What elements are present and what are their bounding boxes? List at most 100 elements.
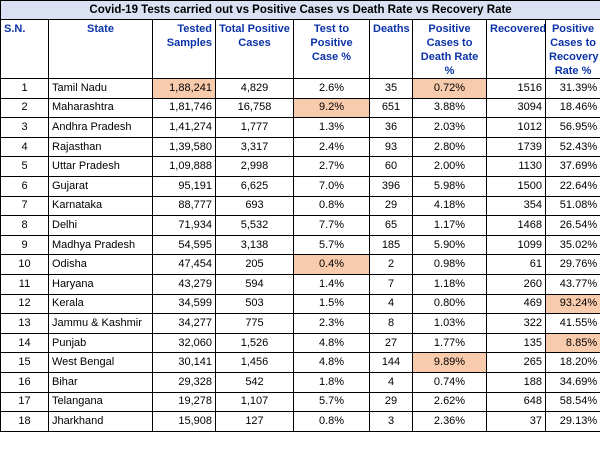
cell-deaths: 60 xyxy=(369,156,413,177)
cell-deaths: 27 xyxy=(369,332,413,354)
cell-positive: 5,532 xyxy=(215,215,294,236)
cell-state: Madhya Pradesh xyxy=(48,234,153,256)
cell-state: Andhra Pradesh xyxy=(48,117,153,138)
cell-sn: 7 xyxy=(0,195,49,217)
cell-death-rate: 4.18% xyxy=(412,195,487,217)
cell-tested: 1,39,580 xyxy=(152,136,216,158)
cell-state: Tamil Nadu xyxy=(48,78,153,99)
cell-test-to-positive: 4.8% xyxy=(293,352,370,373)
cell-recovered: 1500 xyxy=(486,175,546,197)
cell-positive: 1,777 xyxy=(215,117,294,138)
cell-recovered: 1739 xyxy=(486,136,546,158)
cell-death-rate: 2.80% xyxy=(412,136,487,158)
cell-recovered: 1099 xyxy=(486,234,546,256)
cell-test-to-positive: 2.3% xyxy=(293,313,370,334)
cell-recovered: 322 xyxy=(486,313,546,334)
cell-recovery-rate: 8.85% xyxy=(544,332,600,354)
header-death-rate: Positive Cases to Death Rate % xyxy=(412,19,487,79)
cell-recovered: 37 xyxy=(486,411,546,432)
cell-state: Odisha xyxy=(48,254,153,275)
cell-recovery-rate: 41.55% xyxy=(544,313,600,334)
cell-tested: 47,454 xyxy=(152,254,216,275)
cell-state: Bihar xyxy=(48,371,153,393)
cell-recovery-rate: 18.46% xyxy=(544,97,600,119)
cell-recovered: 1130 xyxy=(486,156,546,177)
cell-test-to-positive: 0.8% xyxy=(293,195,370,217)
cell-recovery-rate: 29.76% xyxy=(544,254,600,275)
cell-recovery-rate: 58.54% xyxy=(544,391,600,413)
cell-death-rate: 0.80% xyxy=(412,293,487,315)
cell-deaths: 396 xyxy=(369,175,413,197)
cell-sn: 17 xyxy=(0,391,49,413)
header-recovered: Recovered xyxy=(486,19,546,79)
cell-death-rate: 3.88% xyxy=(412,97,487,119)
table-row: 13 Jammu & Kashmir 34,277 775 2.3% 8 1.03% 322 4… xyxy=(0,313,600,334)
cell-test-to-positive: 5.7% xyxy=(293,391,370,413)
cell-state: Uttar Pradesh xyxy=(48,156,153,177)
cell-test-to-positive: 7.0% xyxy=(293,175,370,197)
cell-deaths: 7 xyxy=(369,273,413,295)
cell-deaths: 8 xyxy=(369,313,413,334)
table-row: 2 Maharashtra 1,81,746 16,758 9.2% 651 3.88% 30… xyxy=(0,97,600,119)
cell-deaths: 35 xyxy=(369,78,413,99)
cell-recovered: 1012 xyxy=(486,117,546,138)
cell-tested: 95,191 xyxy=(152,175,216,197)
cell-positive: 6,625 xyxy=(215,175,294,197)
cell-death-rate: 2.03% xyxy=(412,117,487,138)
cell-recovery-rate: 22.64% xyxy=(544,175,600,197)
cell-test-to-positive: 7.7% xyxy=(293,215,370,236)
cell-positive: 127 xyxy=(215,411,294,432)
cell-sn: 5 xyxy=(0,156,49,177)
cell-sn: 8 xyxy=(0,215,49,236)
cell-state: Delhi xyxy=(48,215,153,236)
cell-recovered: 469 xyxy=(486,293,546,315)
cell-death-rate: 1.18% xyxy=(412,273,487,295)
cell-deaths: 36 xyxy=(369,117,413,138)
cell-state: Telangana xyxy=(48,391,153,413)
cell-tested: 34,599 xyxy=(152,293,216,315)
table-row: 9 Madhya Pradesh 54,595 3,138 5.7% 185 5.90% 10… xyxy=(0,234,600,256)
cell-recovery-rate: 26.54% xyxy=(544,215,600,236)
header-tested-samples: Tested Samples xyxy=(152,19,216,79)
cell-state: Haryana xyxy=(48,273,153,295)
table-row: 14 Punjab 32,060 1,526 4.8% 27 1.77% 135 8.85% xyxy=(0,332,600,354)
table-row: 16 Bihar 29,328 542 1.8% 4 0.74% 188 34.69% xyxy=(0,371,600,393)
cell-recovery-rate: 18.20% xyxy=(544,352,600,373)
cell-sn: 6 xyxy=(0,175,49,197)
cell-recovered: 135 xyxy=(486,332,546,354)
cell-recovered: 265 xyxy=(486,352,546,373)
cell-deaths: 93 xyxy=(369,136,413,158)
cell-sn: 16 xyxy=(0,371,49,393)
cell-test-to-positive: 1.4% xyxy=(293,273,370,295)
cell-death-rate: 5.98% xyxy=(412,175,487,197)
cell-recovered: 188 xyxy=(486,371,546,393)
cell-tested: 30,141 xyxy=(152,352,216,373)
cell-test-to-positive: 2.4% xyxy=(293,136,370,158)
cell-deaths: 4 xyxy=(369,293,413,315)
cell-recovery-rate: 93.24% xyxy=(544,293,600,315)
cell-positive: 4,829 xyxy=(215,78,294,99)
table-row: 5 Uttar Pradesh 1,09,888 2,998 2.7% 60 2.00% 11… xyxy=(0,156,600,177)
cell-recovery-rate: 35.02% xyxy=(544,234,600,256)
cell-recovery-rate: 29.13% xyxy=(544,411,600,432)
cell-recovered: 260 xyxy=(486,273,546,295)
cell-test-to-positive: 5.7% xyxy=(293,234,370,256)
cell-death-rate: 2.00% xyxy=(412,156,487,177)
cell-death-rate: 2.36% xyxy=(412,411,487,432)
cell-death-rate: 2.62% xyxy=(412,391,487,413)
cell-positive: 594 xyxy=(215,273,294,295)
cell-test-to-positive: 1.3% xyxy=(293,117,370,138)
cell-sn: 1 xyxy=(0,78,49,99)
cell-recovery-rate: 43.77% xyxy=(544,273,600,295)
cell-recovery-rate: 37.69% xyxy=(544,156,600,177)
cell-sn: 13 xyxy=(0,313,49,334)
cell-death-rate: 9.89% xyxy=(412,352,487,373)
cell-deaths: 4 xyxy=(369,371,413,393)
cell-positive: 205 xyxy=(215,254,294,275)
cell-tested: 34,277 xyxy=(152,313,216,334)
header-test-to-positive: Test to Positive Case % xyxy=(293,19,370,79)
cell-state: Rajasthan xyxy=(48,136,153,158)
cell-recovered: 1468 xyxy=(486,215,546,236)
cell-recovered: 354 xyxy=(486,195,546,217)
cell-deaths: 29 xyxy=(369,391,413,413)
